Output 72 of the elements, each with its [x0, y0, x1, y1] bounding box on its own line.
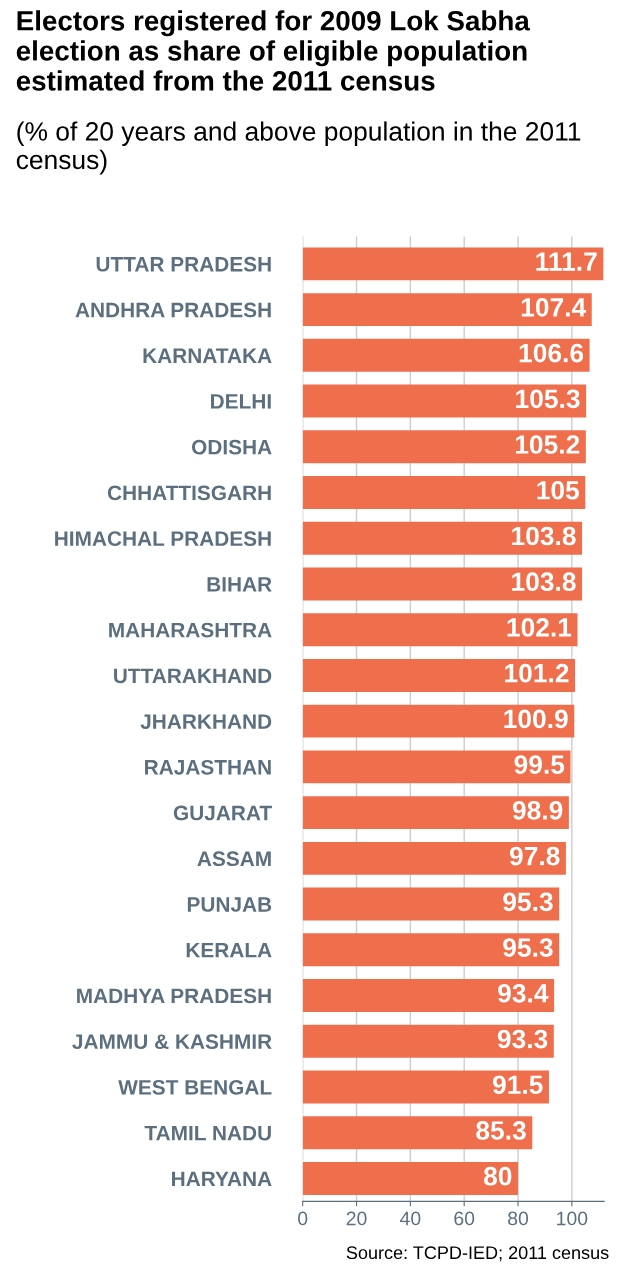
source-note: Source: TCPD-IED; 2011 census	[346, 1246, 609, 1262]
x-tick-label: 100	[557, 1211, 588, 1226]
y-tick-label: ASSAM	[197, 851, 271, 867]
x-tick-label: 0	[298, 1211, 308, 1226]
bar	[302, 476, 586, 509]
data-label: 103.8	[512, 572, 576, 592]
bar	[302, 293, 592, 327]
y-tick-label: ANDHRA PRADESH	[75, 302, 271, 318]
y-tick-label: PUNJAB	[187, 897, 272, 912]
bar	[302, 1070, 549, 1104]
y-tick-label: WEST BENGAL	[118, 1080, 272, 1095]
y-tick-label: TAMIL NADU	[144, 1125, 271, 1141]
data-label: 93.3	[497, 1029, 548, 1049]
chart-title: Electors registered for 2009 Lok Sabha election as share of eligible population estimated from the 2011 census	[16, 10, 530, 91]
y-tick-label: KERALA	[186, 943, 272, 958]
y-tick-label: MAHARASHTRA	[109, 622, 272, 638]
bar	[302, 979, 555, 1012]
bar	[302, 613, 578, 647]
data-label: 95.3	[503, 892, 553, 912]
bar	[302, 521, 583, 555]
data-label: 105.2	[515, 435, 580, 454]
data-label: 98.9	[512, 801, 563, 820]
bar	[302, 1161, 519, 1195]
bar	[302, 338, 590, 372]
data-label: 107.4	[521, 297, 587, 317]
y-tick-label: DELHI	[211, 394, 271, 409]
y-tick-label: CHHATTISGARH	[107, 485, 271, 501]
bar	[302, 658, 576, 692]
data-label: 99.5	[514, 755, 565, 774]
bar	[302, 1024, 554, 1058]
data-label: 101.2	[505, 663, 569, 683]
bar	[302, 430, 586, 464]
x-tick-label: 80	[508, 1211, 529, 1226]
y-tick-label: UTTARAKHAND	[114, 668, 272, 684]
data-label: 105.3	[516, 389, 580, 409]
data-label: 100.9	[504, 709, 568, 729]
y-tick-label: BIHAR	[207, 577, 272, 592]
y-tick-label: HARYANA	[172, 1171, 272, 1186]
bar	[302, 384, 587, 418]
y-tick-label: RAJASTHAN	[145, 759, 271, 775]
data-label: 93.4	[498, 983, 549, 1003]
x-tick-label: 40	[399, 1211, 421, 1226]
data-label: 95.3	[503, 938, 553, 957]
data-label: 105	[537, 480, 580, 500]
x-tick-label: 20	[346, 1211, 367, 1226]
x-tick-label: 60	[454, 1211, 475, 1226]
bar	[302, 887, 560, 921]
data-label: 111.7	[536, 252, 597, 271]
data-label: 85.3	[476, 1121, 526, 1140]
data-label: 91.5	[492, 1075, 543, 1095]
data-label: 80	[483, 1166, 512, 1186]
bar	[302, 796, 569, 830]
y-tick-label: KARNATAKA	[143, 348, 272, 363]
bar	[302, 704, 575, 738]
data-label: 102.1	[507, 618, 572, 637]
y-tick-label: ODISHA	[191, 439, 272, 455]
data-label: 97.8	[509, 846, 560, 866]
data-label: 106.6	[519, 343, 584, 363]
y-tick-label: JHARKHAND	[140, 714, 272, 729]
data-label: 103.8	[512, 526, 576, 546]
bar	[302, 1116, 533, 1150]
bar	[302, 750, 571, 784]
y-tick-label: GUJARAT	[173, 805, 272, 821]
bar	[302, 247, 604, 281]
y-tick-label: JAMMU & KASHMIR	[72, 1034, 272, 1050]
bar	[302, 841, 566, 875]
y-tick-label: UTTAR PRADESH	[96, 256, 271, 272]
chart-subtitle: (% of 20 years and above population in the 2011 census)	[16, 121, 581, 175]
y-tick-label: HIMACHAL PRADESH	[55, 531, 271, 546]
bar	[302, 933, 560, 967]
y-tick-label: MADHYA PRADESH	[77, 988, 271, 1004]
bar	[302, 567, 583, 601]
